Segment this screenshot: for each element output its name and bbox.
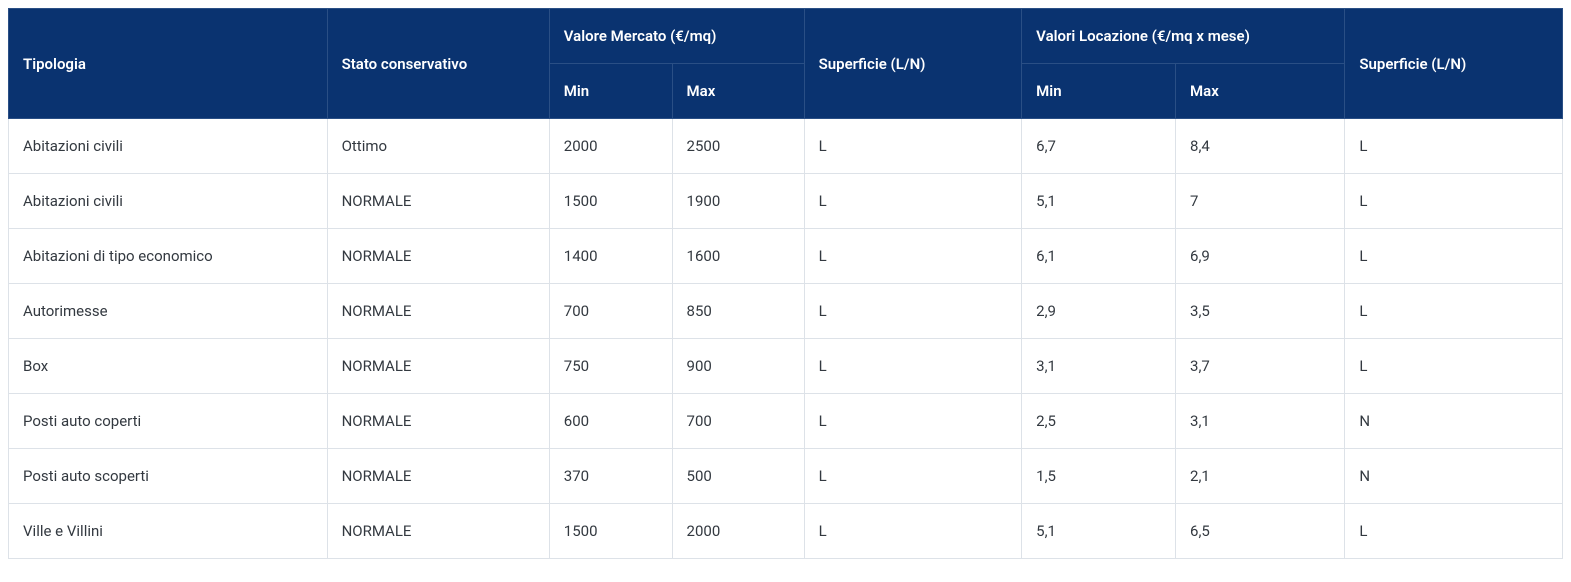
cell-superficie-2: L <box>1345 504 1563 559</box>
cell-mercato-min: 1400 <box>549 229 672 284</box>
cell-locazione-max: 3,1 <box>1176 394 1345 449</box>
cell-superficie-1: L <box>804 394 1022 449</box>
property-values-table: Tipologia Stato conservativo Valore Merc… <box>8 8 1563 559</box>
col-superficie-2: Superficie (L/N) <box>1345 9 1563 119</box>
cell-locazione-max: 3,7 <box>1176 339 1345 394</box>
cell-locazione-min: 6,7 <box>1022 119 1176 174</box>
col-mercato-max: Max <box>672 64 804 119</box>
cell-mercato-min: 1500 <box>549 504 672 559</box>
cell-stato: NORMALE <box>327 504 549 559</box>
col-locazione-max: Max <box>1176 64 1345 119</box>
col-mercato-min: Min <box>549 64 672 119</box>
cell-superficie-1: L <box>804 504 1022 559</box>
cell-mercato-max: 900 <box>672 339 804 394</box>
cell-superficie-2: L <box>1345 339 1563 394</box>
cell-stato: NORMALE <box>327 229 549 284</box>
cell-locazione-min: 2,9 <box>1022 284 1176 339</box>
cell-tipologia: Posti auto coperti <box>9 394 328 449</box>
table-row: Posti auto copertiNORMALE600700L2,53,1N <box>9 394 1563 449</box>
cell-superficie-1: L <box>804 174 1022 229</box>
cell-mercato-min: 700 <box>549 284 672 339</box>
table-row: Abitazioni civiliOttimo20002500L6,78,4L <box>9 119 1563 174</box>
cell-tipologia: Ville e Villini <box>9 504 328 559</box>
cell-mercato-min: 750 <box>549 339 672 394</box>
table-row: Abitazioni civiliNORMALE15001900L5,17L <box>9 174 1563 229</box>
cell-locazione-max: 7 <box>1176 174 1345 229</box>
cell-stato: NORMALE <box>327 449 549 504</box>
cell-stato: NORMALE <box>327 339 549 394</box>
cell-locazione-min: 5,1 <box>1022 174 1176 229</box>
cell-superficie-1: L <box>804 284 1022 339</box>
cell-mercato-max: 700 <box>672 394 804 449</box>
cell-superficie-2: L <box>1345 229 1563 284</box>
table-row: AutorimesseNORMALE700850L2,93,5L <box>9 284 1563 339</box>
colgroup-locazione: Valori Locazione (€/mq x mese) <box>1022 9 1345 64</box>
col-superficie-1: Superficie (L/N) <box>804 9 1022 119</box>
col-tipologia: Tipologia <box>9 9 328 119</box>
cell-mercato-max: 850 <box>672 284 804 339</box>
cell-mercato-min: 1500 <box>549 174 672 229</box>
cell-superficie-1: L <box>804 449 1022 504</box>
cell-tipologia: Autorimesse <box>9 284 328 339</box>
cell-locazione-max: 8,4 <box>1176 119 1345 174</box>
cell-locazione-max: 6,5 <box>1176 504 1345 559</box>
cell-mercato-max: 2500 <box>672 119 804 174</box>
cell-mercato-max: 500 <box>672 449 804 504</box>
cell-locazione-max: 2,1 <box>1176 449 1345 504</box>
table-header: Tipologia Stato conservativo Valore Merc… <box>9 9 1563 119</box>
cell-tipologia: Abitazioni civili <box>9 119 328 174</box>
cell-mercato-max: 2000 <box>672 504 804 559</box>
cell-mercato-min: 370 <box>549 449 672 504</box>
cell-superficie-1: L <box>804 119 1022 174</box>
colgroup-mercato: Valore Mercato (€/mq) <box>549 9 804 64</box>
cell-tipologia: Posti auto scoperti <box>9 449 328 504</box>
cell-tipologia: Abitazioni di tipo economico <box>9 229 328 284</box>
col-stato: Stato conservativo <box>327 9 549 119</box>
cell-stato: NORMALE <box>327 174 549 229</box>
cell-stato: Ottimo <box>327 119 549 174</box>
col-locazione-min: Min <box>1022 64 1176 119</box>
cell-locazione-min: 6,1 <box>1022 229 1176 284</box>
cell-superficie-2: L <box>1345 284 1563 339</box>
cell-stato: NORMALE <box>327 284 549 339</box>
table-row: Abitazioni di tipo economicoNORMALE14001… <box>9 229 1563 284</box>
cell-mercato-min: 2000 <box>549 119 672 174</box>
cell-stato: NORMALE <box>327 394 549 449</box>
cell-tipologia: Box <box>9 339 328 394</box>
cell-mercato-min: 600 <box>549 394 672 449</box>
cell-superficie-2: N <box>1345 394 1563 449</box>
cell-superficie-1: L <box>804 339 1022 394</box>
cell-superficie-1: L <box>804 229 1022 284</box>
table-body: Abitazioni civiliOttimo20002500L6,78,4LA… <box>9 119 1563 559</box>
cell-mercato-max: 1900 <box>672 174 804 229</box>
table-row: BoxNORMALE750900L3,13,7L <box>9 339 1563 394</box>
cell-locazione-min: 1,5 <box>1022 449 1176 504</box>
cell-locazione-max: 6,9 <box>1176 229 1345 284</box>
cell-tipologia: Abitazioni civili <box>9 174 328 229</box>
cell-locazione-min: 3,1 <box>1022 339 1176 394</box>
cell-superficie-2: N <box>1345 449 1563 504</box>
cell-superficie-2: L <box>1345 174 1563 229</box>
cell-locazione-min: 2,5 <box>1022 394 1176 449</box>
table-row: Posti auto scopertiNORMALE370500L1,52,1N <box>9 449 1563 504</box>
cell-locazione-min: 5,1 <box>1022 504 1176 559</box>
table-row: Ville e VilliniNORMALE15002000L5,16,5L <box>9 504 1563 559</box>
cell-locazione-max: 3,5 <box>1176 284 1345 339</box>
cell-superficie-2: L <box>1345 119 1563 174</box>
cell-mercato-max: 1600 <box>672 229 804 284</box>
